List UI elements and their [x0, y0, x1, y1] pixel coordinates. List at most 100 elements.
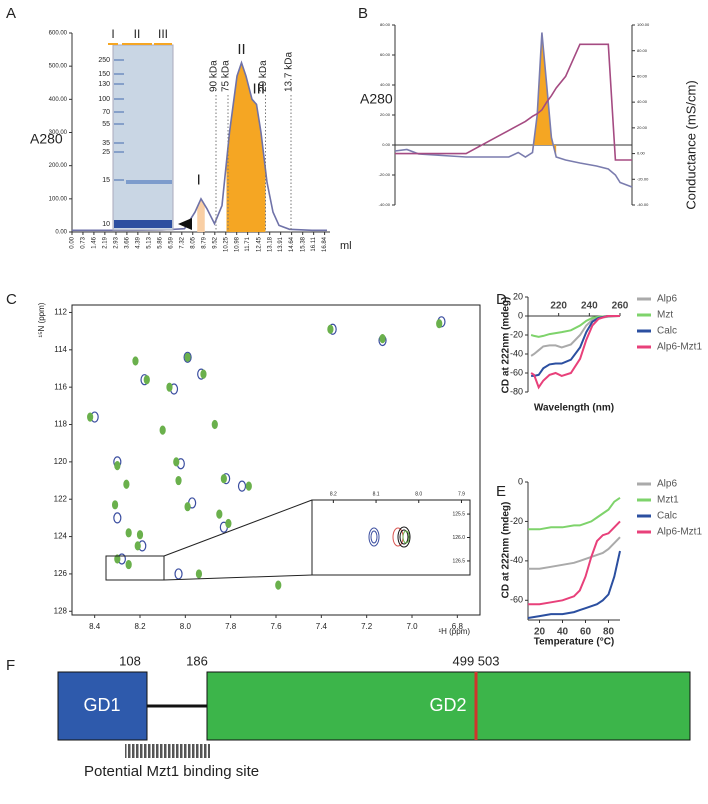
peak-label: I [197, 172, 201, 189]
shaded-fraction [226, 62, 266, 232]
x-tick-label: 7.8 [225, 622, 237, 631]
gel-marker-label: 10 [102, 221, 110, 228]
series-line [527, 550, 621, 619]
gel-band [114, 220, 172, 228]
x-tick-label: 80 [603, 627, 615, 638]
peak [111, 500, 119, 510]
x-tick-label: 220 [550, 301, 567, 312]
y2-axis-label: Conductance (mS/cm) [683, 80, 698, 209]
series-line [72, 60, 327, 232]
annotation: 29 kDa [258, 60, 269, 92]
x-tick-label: 2.19 [102, 236, 108, 248]
x-tick-label: 7.4 [316, 622, 328, 631]
peak [113, 512, 122, 524]
series-line [394, 32, 633, 188]
gel-marker-label: 15 [102, 177, 110, 184]
peak [125, 559, 132, 570]
x-tick-label: 16.84 [322, 236, 328, 252]
y-axis-label: CD at 222nm (mdeg) [501, 502, 512, 599]
x-tick-label: 12.45 [256, 236, 262, 252]
gel-marker-label: 250 [98, 57, 110, 64]
peak-label: II [237, 41, 245, 58]
position-label: 186 [186, 653, 208, 668]
peak-label: III [252, 80, 265, 97]
peak [134, 541, 141, 551]
gel-band [126, 180, 172, 184]
annotation: 75 kDa [221, 60, 232, 92]
binding-site-label: Potential Mzt1 binding site [84, 763, 259, 780]
y-tick-label: -40 [510, 555, 523, 565]
peak [136, 530, 144, 540]
peak [327, 324, 334, 334]
peak [87, 412, 94, 422]
peak [114, 461, 121, 471]
y-tick-label: 60.00 [380, 52, 391, 57]
y2-tick-label: 0.00 [637, 151, 646, 156]
zoom-link [163, 499, 313, 557]
peak [225, 518, 232, 529]
lane-label: II [134, 27, 141, 41]
gel-marker-label: 130 [98, 81, 110, 88]
x-tick-label: 10.98 [234, 236, 240, 252]
x-tick-label: 7.0 [406, 622, 418, 631]
panel-label: B [358, 5, 368, 22]
zoom-box [105, 555, 165, 581]
y-tick-label: 200.00 [49, 163, 68, 169]
y-tick-label: 128 [54, 606, 68, 615]
gel [112, 44, 174, 231]
domain-box [57, 671, 148, 741]
y-tick-label: 400.00 [49, 97, 68, 103]
y-tick-label: 20.00 [380, 112, 391, 117]
y-tick-label: 500.00 [49, 64, 68, 70]
inset-tick-label: 7.9 [458, 491, 465, 497]
position-label: 499 503 [453, 653, 500, 668]
legend-label: Mzt1 [657, 495, 679, 506]
x-tick-label: 3.66 [124, 236, 130, 248]
y2-tick-label: 20.00 [637, 125, 648, 130]
legend-label: Alp6 [657, 479, 677, 490]
panel-f: F GD1 GD2 108 186 499 503 Potential Mzt1… [6, 653, 691, 780]
y-tick-label: -20 [510, 516, 523, 526]
x-tick-label: 8.4 [89, 622, 101, 631]
gel-arrow [178, 218, 192, 230]
y-tick-label: 114 [54, 345, 67, 354]
gel-marker-label: 25 [102, 149, 110, 156]
x-tick-label: 11.71 [245, 236, 251, 251]
peak [184, 502, 191, 512]
zoom-link [163, 574, 313, 581]
y2-tick-label: -40.00 [637, 202, 649, 207]
position-label: 108 [119, 653, 141, 668]
panel-label: D [496, 291, 507, 308]
legend-label: Alp6-Mzt1 [657, 342, 702, 353]
y2-tick-label: 100.00 [637, 22, 650, 27]
x-tick-label: 6.8 [452, 622, 464, 631]
gel-marker-label: 70 [102, 109, 110, 116]
x-tick-label: 7.2 [361, 622, 373, 631]
peak [211, 419, 218, 430]
legend-label: Calc [657, 326, 677, 337]
gel-marker-label: 100 [98, 96, 110, 103]
x-tick-label: 260 [612, 301, 629, 312]
series-line [528, 520, 621, 606]
y-tick-label: -40.00 [379, 202, 391, 207]
shaded-fraction [532, 32, 557, 158]
x-tick-label: 7.32 [179, 236, 185, 248]
y-tick-label: 116 [54, 382, 67, 391]
peak [143, 375, 150, 385]
x-tick-label: 16.11 [311, 236, 317, 251]
inset-contour [368, 527, 380, 547]
x-tick-label: 8.2 [134, 622, 146, 631]
y-tick-label: 0 [518, 476, 523, 486]
x-tick-label: 14.64 [289, 236, 295, 252]
y-tick-label: -40 [510, 348, 523, 358]
inset-contour [397, 526, 411, 548]
peak [173, 457, 180, 467]
x-tick-label: 5.13 [147, 236, 153, 248]
peak [436, 319, 443, 329]
lane-label: III [158, 27, 168, 41]
y-tick-label: -80 [510, 386, 523, 396]
peak [183, 351, 192, 363]
legend-label: Calc [657, 511, 677, 522]
y-tick-label: 0.00 [55, 230, 67, 236]
panel-label: C [6, 291, 17, 308]
